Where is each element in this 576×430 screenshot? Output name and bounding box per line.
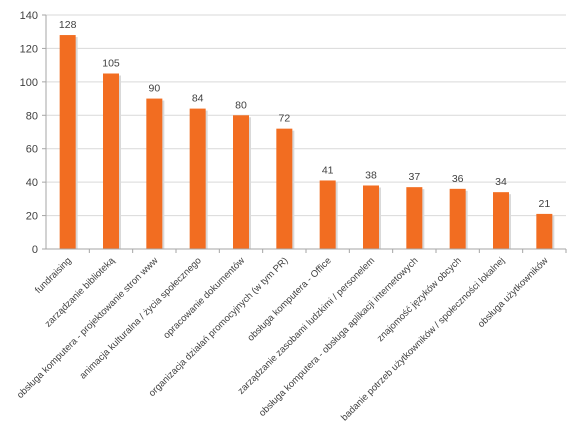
y-tick-label: 80 xyxy=(26,110,38,122)
bar xyxy=(536,213,553,249)
y-tick-label: 20 xyxy=(26,211,38,223)
y-tick-label: 100 xyxy=(20,77,38,89)
y-tick-label: 60 xyxy=(26,144,38,156)
gridlines xyxy=(46,14,566,217)
y-tick-label: 120 xyxy=(20,43,38,55)
category-label: fundraising xyxy=(33,255,74,296)
category-label: obsługa komputera - Office xyxy=(245,255,333,343)
bar-value-label: 38 xyxy=(365,169,377,181)
bar-value-label: 37 xyxy=(408,171,420,183)
y-tick-label: 0 xyxy=(32,244,38,256)
data-labels: 128 105 90 84 80 72 41 38 37 36 34 21 xyxy=(59,19,550,210)
category-label: badanie potrzeb użytkowników / społeczno… xyxy=(339,255,507,423)
category-label: znajomość języków obcych xyxy=(375,255,464,344)
bar xyxy=(233,115,249,250)
category-label: obsługa komputera - obsługa aplikacji in… xyxy=(257,255,420,418)
bars xyxy=(59,35,555,250)
bar xyxy=(189,108,206,249)
y-axis: 0 20 40 60 80 100 120 140 xyxy=(20,10,47,256)
bar xyxy=(103,73,119,249)
y-tick-label: 140 xyxy=(20,10,38,22)
bar-value-label: 34 xyxy=(495,176,507,188)
category-label: opracowanie dokumentów xyxy=(161,255,247,341)
bar-value-label: 21 xyxy=(538,198,550,210)
bar-value-label: 90 xyxy=(148,83,160,95)
y-tick-label: 40 xyxy=(26,177,38,189)
bar-value-label: 84 xyxy=(192,93,204,105)
bar-value-label: 36 xyxy=(452,173,464,185)
bar xyxy=(449,188,466,249)
bar-value-label: 41 xyxy=(322,164,334,176)
bar xyxy=(406,187,423,249)
bar xyxy=(363,185,379,249)
bar-value-label: 105 xyxy=(102,58,120,70)
bar xyxy=(493,192,509,249)
bar xyxy=(146,98,163,249)
bar-value-label: 128 xyxy=(59,19,77,31)
bar xyxy=(276,128,293,249)
bar xyxy=(59,35,76,249)
bar xyxy=(319,180,336,249)
bar-value-label: 72 xyxy=(278,113,290,125)
bar-value-label: 80 xyxy=(235,99,247,111)
